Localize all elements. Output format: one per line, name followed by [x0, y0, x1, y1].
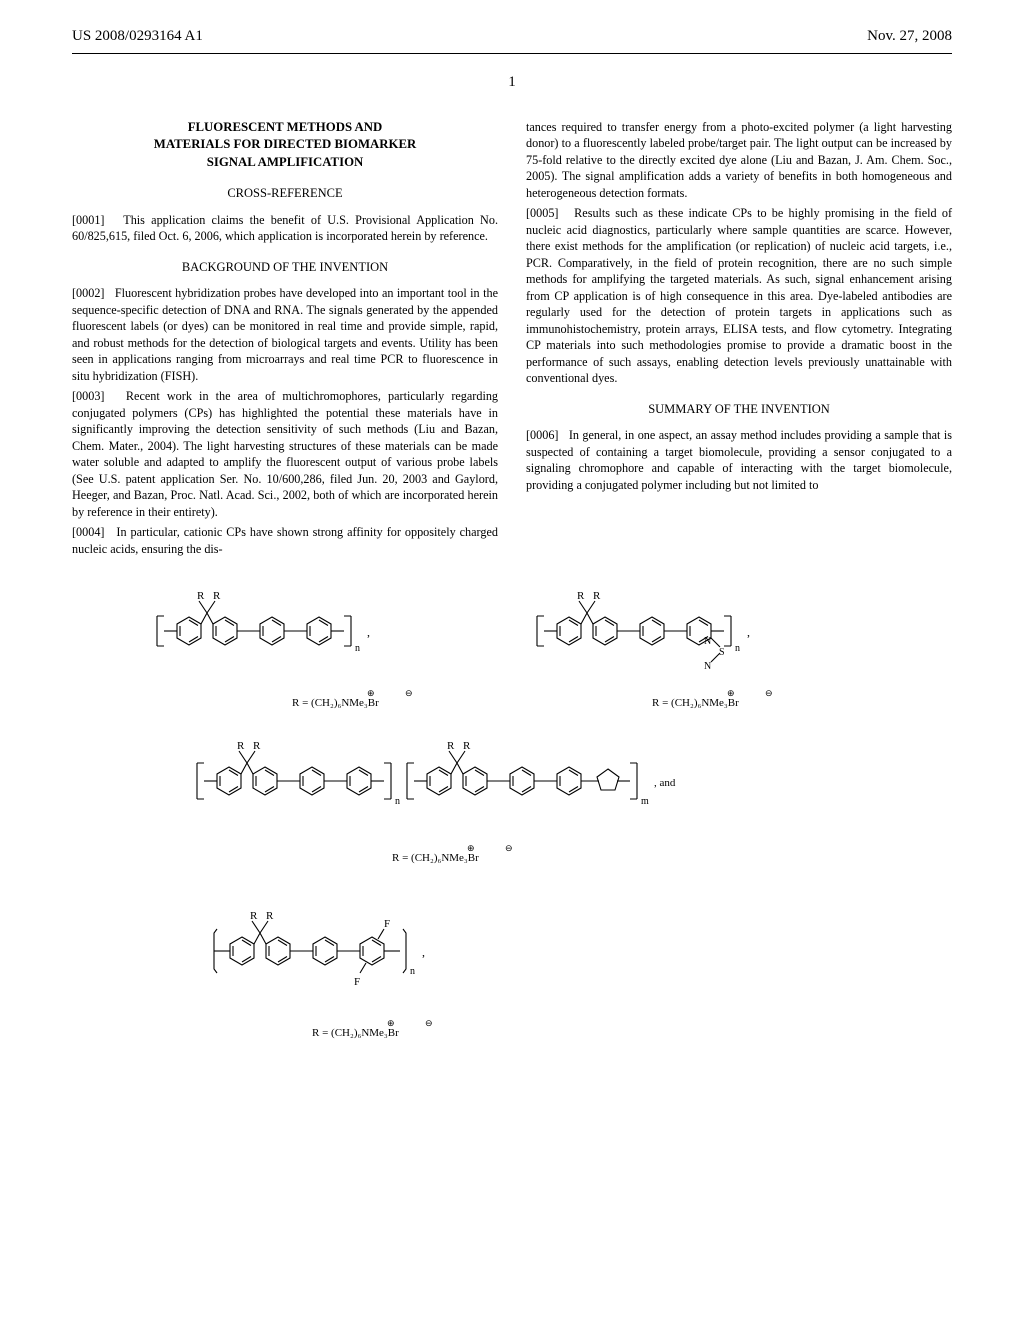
paragraph-text: In general, in one aspect, an assay meth… [526, 428, 952, 491]
r-formula-4: R = (CH₂)₆NMe₃Br ⊕ ⊖ [312, 1018, 433, 1039]
right-column: tances required to transfer energy from … [526, 119, 952, 561]
svg-text:n: n [355, 643, 360, 654]
structure-3: R R n R R m , and [197, 740, 676, 807]
svg-text:n: n [735, 643, 740, 654]
svg-text:⊕: ⊕ [367, 688, 375, 698]
section-heading-summary: SUMMARY OF THE INVENTION [526, 401, 952, 418]
structure-1: R R n , [157, 590, 370, 654]
paragraph-number: [0002] [72, 286, 105, 300]
svg-text:R: R [197, 590, 205, 602]
svg-text:⊖: ⊖ [765, 688, 773, 698]
svg-text:⊖: ⊖ [405, 688, 413, 698]
paragraph-number: [0003] [72, 389, 105, 403]
svg-text:S: S [719, 647, 725, 658]
paragraph-number: [0005] [526, 206, 559, 220]
title-line: MATERIALS FOR DIRECTED BIOMARKER [154, 137, 416, 151]
svg-text:R = (CH₂)₆NMe₃Br: R = (CH₂)₆NMe₃Br [312, 1027, 399, 1039]
svg-text:R: R [463, 740, 471, 752]
svg-text:R: R [447, 740, 455, 752]
svg-text:F: F [384, 918, 390, 930]
svg-text:N: N [704, 661, 711, 672]
publication-number: US 2008/0293164 A1 [72, 28, 203, 45]
svg-text:⊕: ⊕ [387, 1018, 395, 1028]
page-number: 1 [0, 74, 1024, 91]
svg-text:R = (CH₂)₆NMe₃Br: R = (CH₂)₆NMe₃Br [292, 697, 379, 709]
chemical-structures-svg: R R n , R R N N [112, 571, 912, 1131]
svg-text:, and: , and [654, 777, 676, 789]
svg-text:m: m [641, 796, 649, 807]
paragraph: [0005] Results such as these indicate CP… [526, 205, 952, 386]
section-heading-background: BACKGROUND OF THE INVENTION [72, 259, 498, 276]
svg-text:n: n [410, 966, 415, 977]
svg-text:R: R [253, 740, 261, 752]
svg-text:n: n [395, 796, 400, 807]
paragraph: [0002] Fluorescent hybridization probes … [72, 285, 498, 384]
paragraph-text: Recent work in the area of multichromoph… [72, 389, 498, 518]
paragraph-text: Fluorescent hybridization probes have de… [72, 286, 498, 382]
svg-text:,: , [367, 625, 370, 639]
r-formula-2: R = (CH₂)₆NMe₃Br ⊕ ⊖ [652, 688, 773, 709]
r-formula-3: R = (CH₂)₆NMe₃Br ⊕ ⊖ [392, 843, 513, 864]
paragraph: [0004] In particular, cationic CPs have … [72, 524, 498, 557]
paragraph-text: This application claims the benefit of U… [72, 213, 498, 243]
svg-text:R: R [266, 910, 274, 922]
svg-text:R: R [237, 740, 245, 752]
paragraph: [0006] In general, in one aspect, an ass… [526, 427, 952, 493]
svg-text:⊖: ⊖ [505, 843, 513, 853]
svg-text:R: R [593, 590, 601, 602]
svg-text:F: F [354, 976, 360, 988]
text-columns: FLUORESCENT METHODS AND MATERIALS FOR DI… [0, 119, 1024, 561]
r-formula-1: R = (CH₂)₆NMe₃Br ⊕ ⊖ [292, 688, 413, 709]
svg-text:R: R [213, 590, 221, 602]
page-header: US 2008/0293164 A1 Nov. 27, 2008 [0, 0, 1024, 53]
svg-text:N: N [704, 636, 711, 647]
paragraph: [0001] This application claims the benef… [72, 212, 498, 245]
svg-text:R: R [577, 590, 585, 602]
svg-text:R = (CH₂)₆NMe₃Br: R = (CH₂)₆NMe₃Br [392, 852, 479, 864]
svg-text:⊖: ⊖ [425, 1018, 433, 1028]
svg-text:,: , [422, 945, 425, 959]
chemical-structures: R R n , R R N N [72, 571, 952, 1131]
publication-date: Nov. 27, 2008 [867, 28, 952, 45]
title-line: FLUORESCENT METHODS AND [188, 120, 383, 134]
document-title: FLUORESCENT METHODS AND MATERIALS FOR DI… [72, 119, 498, 171]
paragraph-continuation: tances required to transfer energy from … [526, 119, 952, 201]
svg-text:R = (CH₂)₆NMe₃Br: R = (CH₂)₆NMe₃Br [652, 697, 739, 709]
structure-2: R R N N S n , [537, 590, 750, 672]
structure-4: R R F F n , [214, 910, 425, 988]
svg-text:R: R [250, 910, 258, 922]
svg-text:,: , [747, 625, 750, 639]
paragraph-text: Results such as these indicate CPs to be… [526, 206, 952, 385]
paragraph-text: In particular, cationic CPs have shown s… [72, 525, 498, 555]
svg-text:⊕: ⊕ [727, 688, 735, 698]
header-divider [72, 53, 952, 54]
paragraph-number: [0004] [72, 525, 105, 539]
paragraph-number: [0001] [72, 213, 105, 227]
section-heading-cross-reference: CROSS-REFERENCE [72, 185, 498, 202]
svg-text:⊕: ⊕ [467, 843, 475, 853]
left-column: FLUORESCENT METHODS AND MATERIALS FOR DI… [72, 119, 498, 561]
title-line: SIGNAL AMPLIFICATION [207, 155, 364, 169]
paragraph: [0003] Recent work in the area of multic… [72, 388, 498, 520]
paragraph-number: [0006] [526, 428, 559, 442]
